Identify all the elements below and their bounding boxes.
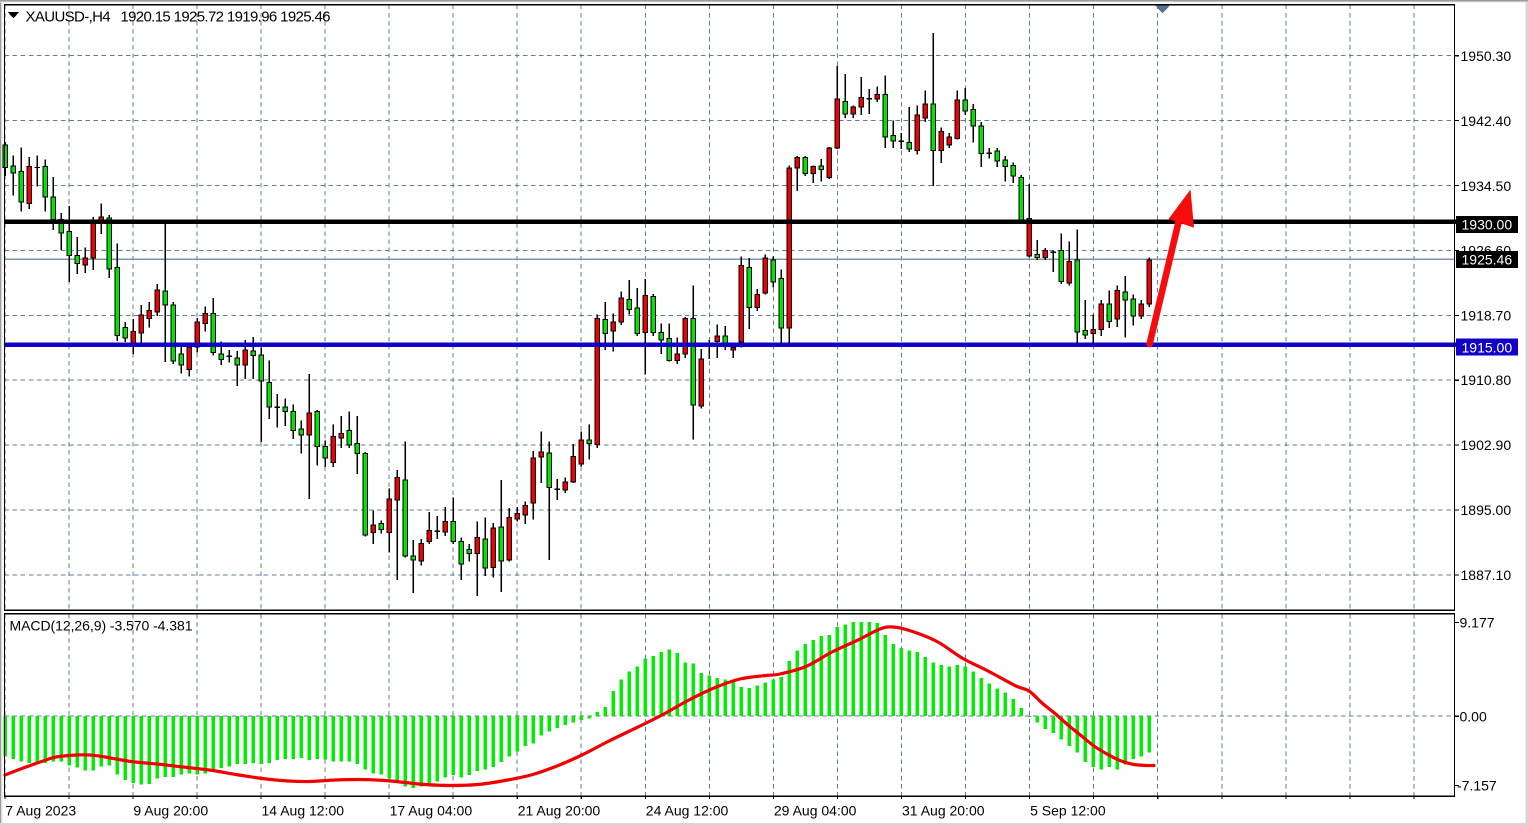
svg-text:1925.46: 1925.46 (1462, 252, 1513, 268)
svg-text:0.00: 0.00 (1460, 708, 1487, 724)
svg-text:21 Aug 20:00: 21 Aug 20:00 (518, 802, 601, 818)
svg-text:31 Aug 20:00: 31 Aug 20:00 (902, 802, 985, 818)
svg-text:1930.00: 1930.00 (1462, 217, 1513, 233)
svg-text:17 Aug 04:00: 17 Aug 04:00 (390, 802, 473, 818)
svg-text:XAUUSD-,H4 1920.15 1925.72 19: XAUUSD-,H4 1920.15 1925.72 1919.96 1925.… (26, 8, 331, 25)
svg-text:5 Sep 12:00: 5 Sep 12:00 (1030, 802, 1106, 818)
svg-text:1918.70: 1918.70 (1461, 307, 1512, 323)
svg-text:9.177: 9.177 (1460, 615, 1495, 631)
svg-text:1887.10: 1887.10 (1461, 567, 1512, 583)
svg-text:1910.80: 1910.80 (1461, 372, 1512, 388)
svg-text:24 Aug 12:00: 24 Aug 12:00 (646, 802, 729, 818)
svg-text:1950.30: 1950.30 (1461, 48, 1512, 64)
svg-text:9 Aug 20:00: 9 Aug 20:00 (133, 802, 208, 818)
svg-text:1942.40: 1942.40 (1461, 113, 1512, 129)
svg-text:1895.00: 1895.00 (1461, 502, 1512, 518)
svg-text:7 Aug 2023: 7 Aug 2023 (5, 802, 76, 818)
svg-text:1902.90: 1902.90 (1461, 437, 1512, 453)
svg-text:-7.157: -7.157 (1457, 778, 1497, 794)
svg-text:14 Aug 12:00: 14 Aug 12:00 (262, 802, 345, 818)
svg-text:29 Aug 04:00: 29 Aug 04:00 (774, 802, 857, 818)
svg-text:MACD(12,26,9) -3.570 -4.381: MACD(12,26,9) -3.570 -4.381 (10, 618, 193, 634)
svg-text:1915.00: 1915.00 (1462, 339, 1513, 355)
svg-text:1934.50: 1934.50 (1461, 178, 1512, 194)
